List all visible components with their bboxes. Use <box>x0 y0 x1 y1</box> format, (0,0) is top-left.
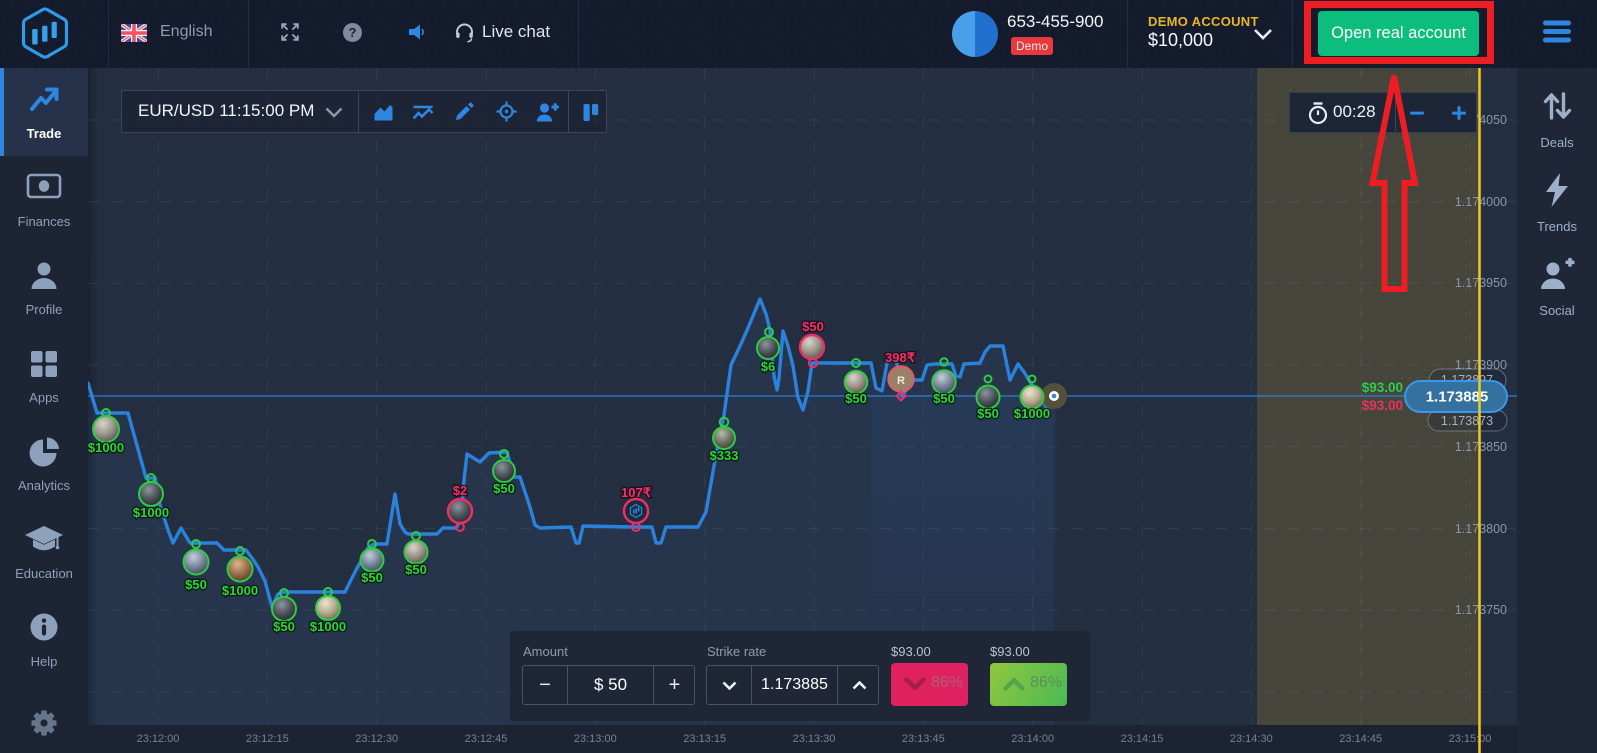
svg-text:398₹: 398₹ <box>885 350 916 365</box>
svg-text:$333: $333 <box>710 448 739 463</box>
svg-text:$1000: $1000 <box>88 440 124 455</box>
svg-text:$50: $50 <box>493 481 515 496</box>
svg-text:$93.00: $93.00 <box>1362 398 1403 413</box>
svg-text:$1000: $1000 <box>222 583 258 598</box>
svg-text:$1000: $1000 <box>133 505 169 520</box>
svg-text:$50: $50 <box>845 391 867 406</box>
svg-text:107₹: 107₹ <box>621 485 652 500</box>
svg-text:1.173900: 1.173900 <box>1455 358 1507 372</box>
svg-text:$1000: $1000 <box>310 619 346 634</box>
svg-text:$50: $50 <box>273 619 295 634</box>
svg-text:$2: $2 <box>453 483 467 498</box>
svg-text:$50: $50 <box>977 406 999 421</box>
svg-text:$50: $50 <box>185 577 207 592</box>
svg-text:$6: $6 <box>761 359 775 374</box>
svg-text:1.173750: 1.173750 <box>1455 603 1507 617</box>
svg-text:1.173950: 1.173950 <box>1455 276 1507 290</box>
svg-text:1.173873: 1.173873 <box>1441 414 1493 428</box>
svg-text:$50: $50 <box>802 319 824 334</box>
svg-text:1.173885: 1.173885 <box>1426 389 1489 406</box>
svg-text:$50: $50 <box>361 570 383 585</box>
svg-text:1.174000: 1.174000 <box>1455 195 1507 209</box>
svg-text:1.173800: 1.173800 <box>1455 522 1507 536</box>
svg-text:?: ? <box>349 25 357 40</box>
svg-text:R: R <box>897 375 905 387</box>
svg-text:$1000: $1000 <box>1014 406 1050 421</box>
svg-text:$50: $50 <box>933 391 955 406</box>
svg-text:$50: $50 <box>405 562 427 577</box>
svg-text:$93.00: $93.00 <box>1362 380 1403 395</box>
svg-text:1.173850: 1.173850 <box>1455 440 1507 454</box>
